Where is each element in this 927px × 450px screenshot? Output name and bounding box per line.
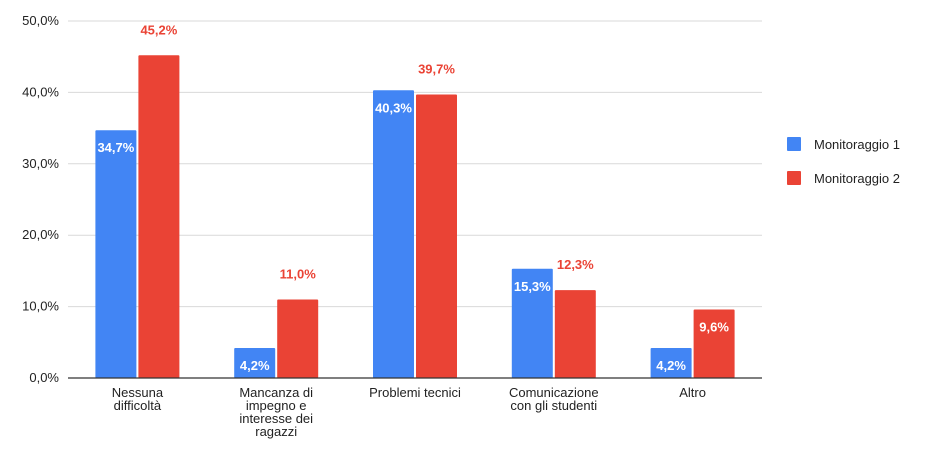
data-label: 4,2% [240,358,270,373]
x-category-label: Comunicazione [509,385,599,400]
data-label: 34,7% [97,140,134,155]
x-category-label: con gli studenti [510,398,597,413]
x-category-label: ragazzi [255,424,297,439]
legend: Monitoraggio 1 Monitoraggio 2 [787,137,900,186]
legend-label: Monitoraggio 1 [814,137,900,152]
bar [138,55,180,378]
bar [416,94,457,379]
x-category-label: Nessuna [112,385,164,400]
data-label: 12,3% [557,257,594,272]
data-label: 11,0% [280,266,317,281]
x-category-label: Problemi tecnici [369,385,461,400]
x-category-label: Mancanza di [239,385,313,400]
y-tick-label: 50,0% [22,13,59,28]
y-axis: 0,0% 10,0% 20,0% 30,0% 40,0% 50,0% [22,13,59,385]
bar [373,90,414,379]
y-tick-label: 40,0% [22,84,59,99]
bar [554,290,596,378]
y-tick-label: 10,0% [22,299,59,314]
y-tick-label: 20,0% [22,227,59,242]
bar [650,348,692,378]
legend-label: Monitoraggio 2 [814,171,900,186]
y-tick-label: 0,0% [29,370,59,385]
x-category-label: Altro [679,385,706,400]
x-category-label: interesse dei [239,411,313,426]
data-label: 4,2% [656,358,686,373]
data-label: 45,2% [140,22,177,37]
x-category-label: difficoltà [114,398,162,413]
data-label: 40,3% [375,100,412,115]
bars [95,55,735,379]
gridlines [68,20,762,308]
x-category-label: impegno e [246,398,307,413]
y-tick-label: 30,0% [22,156,59,171]
data-label: 39,7% [418,62,455,77]
bar [693,309,735,378]
bar [277,299,319,378]
data-label: 9,6% [699,319,729,334]
bar [511,268,553,378]
data-labels: 34,7% 45,2% 4,2% 11,0% 40,3% 39,7% 15,3% 12,3% 4… [96,22,731,374]
bar [95,130,137,378]
legend-swatch [787,171,801,185]
bar [234,348,276,378]
data-label: 15,3% [514,279,551,294]
legend-swatch [787,137,801,151]
